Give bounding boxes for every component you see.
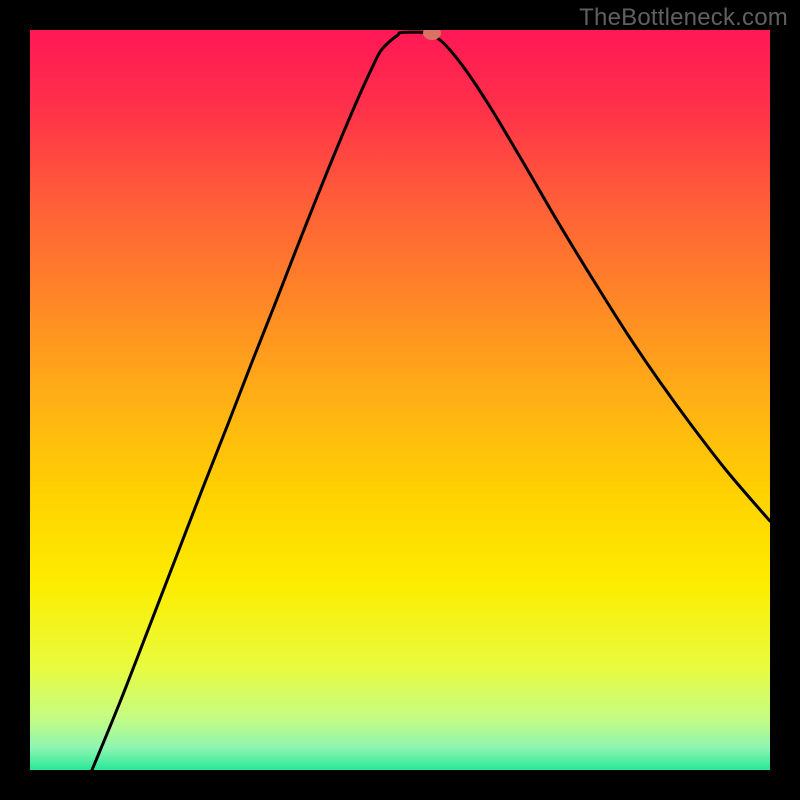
bottleneck-chart xyxy=(0,0,800,800)
figure-container: TheBottleneck.com xyxy=(0,0,800,800)
gradient-background xyxy=(30,30,770,770)
watermark-text: TheBottleneck.com xyxy=(579,4,788,32)
